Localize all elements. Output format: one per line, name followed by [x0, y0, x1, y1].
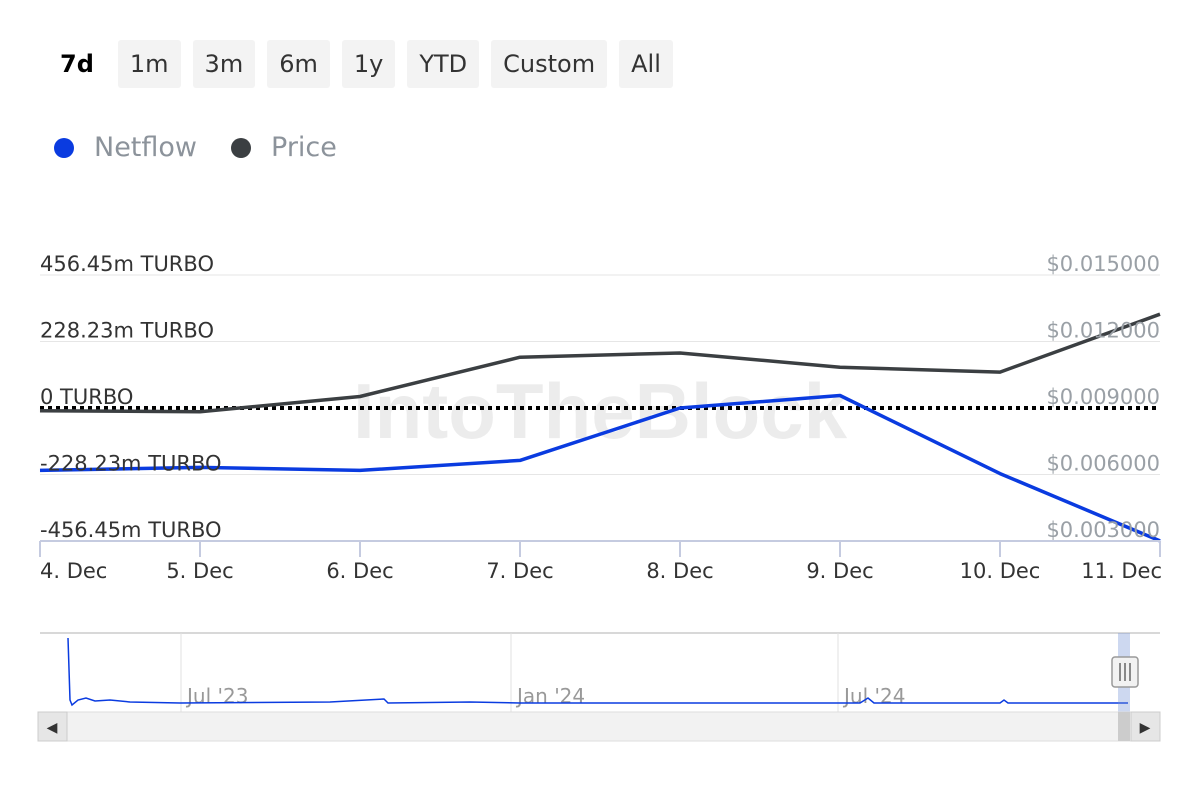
- right-axis-tick-label: $0.015000: [1046, 252, 1160, 276]
- scroll-left-arrow-icon: ◀: [47, 720, 58, 736]
- right-axis-tick-label: $0.003000: [1046, 518, 1160, 542]
- left-axis-tick-label: 456.45m TURBO: [40, 252, 214, 276]
- data-point-price[interactable]: [198, 410, 202, 414]
- legend-item-netflow[interactable]: Netflow: [54, 132, 197, 163]
- price-dot-icon: [231, 137, 252, 158]
- data-point-price[interactable]: [998, 370, 1002, 374]
- range-1y-button[interactable]: 1y: [341, 40, 396, 88]
- left-axis-tick-label: 0 TURBO: [40, 385, 133, 409]
- range-selector: 7d 1m 3m 6m 1y YTD Custom All: [48, 40, 673, 88]
- scroll-right-arrow-icon: ▶: [1140, 720, 1151, 736]
- data-point-price[interactable]: [518, 355, 522, 359]
- range-7d-button[interactable]: 7d: [60, 50, 94, 78]
- series-line-price[interactable]: [39, 312, 1161, 414]
- netflow-dot-icon: [54, 137, 74, 158]
- navigator-series: [67, 637, 1128, 707]
- data-point-price[interactable]: [358, 394, 362, 398]
- x-axis-tick-label: 4. Dec: [40, 559, 107, 583]
- legend: Netflow Price: [54, 132, 337, 163]
- axis-layer: 456.45m TURBO 228.23m TURBO 0 TURBO -228.23…: [39, 252, 1162, 583]
- range-1m-button[interactable]: 1m: [117, 40, 181, 88]
- range-6m-button[interactable]: 6m: [267, 40, 330, 88]
- data-point-netflow[interactable]: [358, 468, 362, 472]
- x-axis-tick-label: 10. Dec: [960, 559, 1041, 583]
- navigator-date-label: Jul '23: [185, 684, 248, 708]
- right-axis-tick-label: $0.006000: [1046, 452, 1160, 476]
- data-point-netflow[interactable]: [838, 393, 842, 397]
- scrollbar-thumb[interactable]: [1118, 712, 1130, 741]
- data-point-netflow[interactable]: [998, 472, 1002, 476]
- x-axis-tick-label: 7. Dec: [486, 559, 553, 583]
- x-axis-tick-label: 6. Dec: [326, 559, 393, 583]
- x-axis-tick-label: 11. Dec: [1081, 559, 1162, 583]
- legend-label-netflow: Netflow: [94, 132, 198, 163]
- watermark-text: IntoTheBlock: [353, 367, 848, 455]
- range-ytd-button[interactable]: YTD: [407, 40, 480, 88]
- navigator: Jul '23 Jan '24 Jul '24 ◀ ▶: [37, 632, 1161, 742]
- data-point-price[interactable]: [838, 365, 842, 369]
- series-line-netflow[interactable]: [39, 393, 1161, 543]
- navigator-date-label: Jul '24: [842, 684, 905, 708]
- data-point-price[interactable]: [678, 351, 682, 355]
- x-axis-tick-label: 5. Dec: [166, 559, 233, 583]
- scrollbar-left-button[interactable]: [37, 711, 68, 742]
- range-3m-button[interactable]: 3m: [192, 40, 256, 88]
- navigator-date-label: Jan '24: [515, 684, 585, 708]
- series-layer: [38, 312, 1162, 543]
- watermark-layer: IntoTheBlock: [353, 367, 848, 455]
- scrollbar-track[interactable]: [37, 711, 1161, 742]
- data-point-price[interactable]: [38, 409, 42, 413]
- x-axis-tick-label: 8. Dec: [646, 559, 713, 583]
- scrollbar-right-button[interactable]: [1130, 711, 1161, 742]
- legend-label-price: Price: [271, 132, 337, 163]
- range-custom-button[interactable]: Custom: [491, 40, 608, 88]
- left-axis-tick-label: -228.23m TURBO: [40, 452, 222, 476]
- legend-item-price[interactable]: Price: [231, 132, 337, 163]
- left-axis-tick-label: 228.23m TURBO: [40, 318, 214, 342]
- data-point-price[interactable]: [1158, 312, 1162, 316]
- range-all-button[interactable]: All: [619, 40, 673, 88]
- right-axis-tick-label: $0.009000: [1046, 385, 1160, 409]
- data-point-netflow[interactable]: [678, 406, 682, 410]
- x-axis-tick-label: 9. Dec: [806, 559, 873, 583]
- left-axis-tick-label: -456.45m TURBO: [40, 518, 222, 542]
- data-point-netflow[interactable]: [518, 458, 522, 462]
- right-axis-tick-label: $0.012000: [1046, 319, 1160, 343]
